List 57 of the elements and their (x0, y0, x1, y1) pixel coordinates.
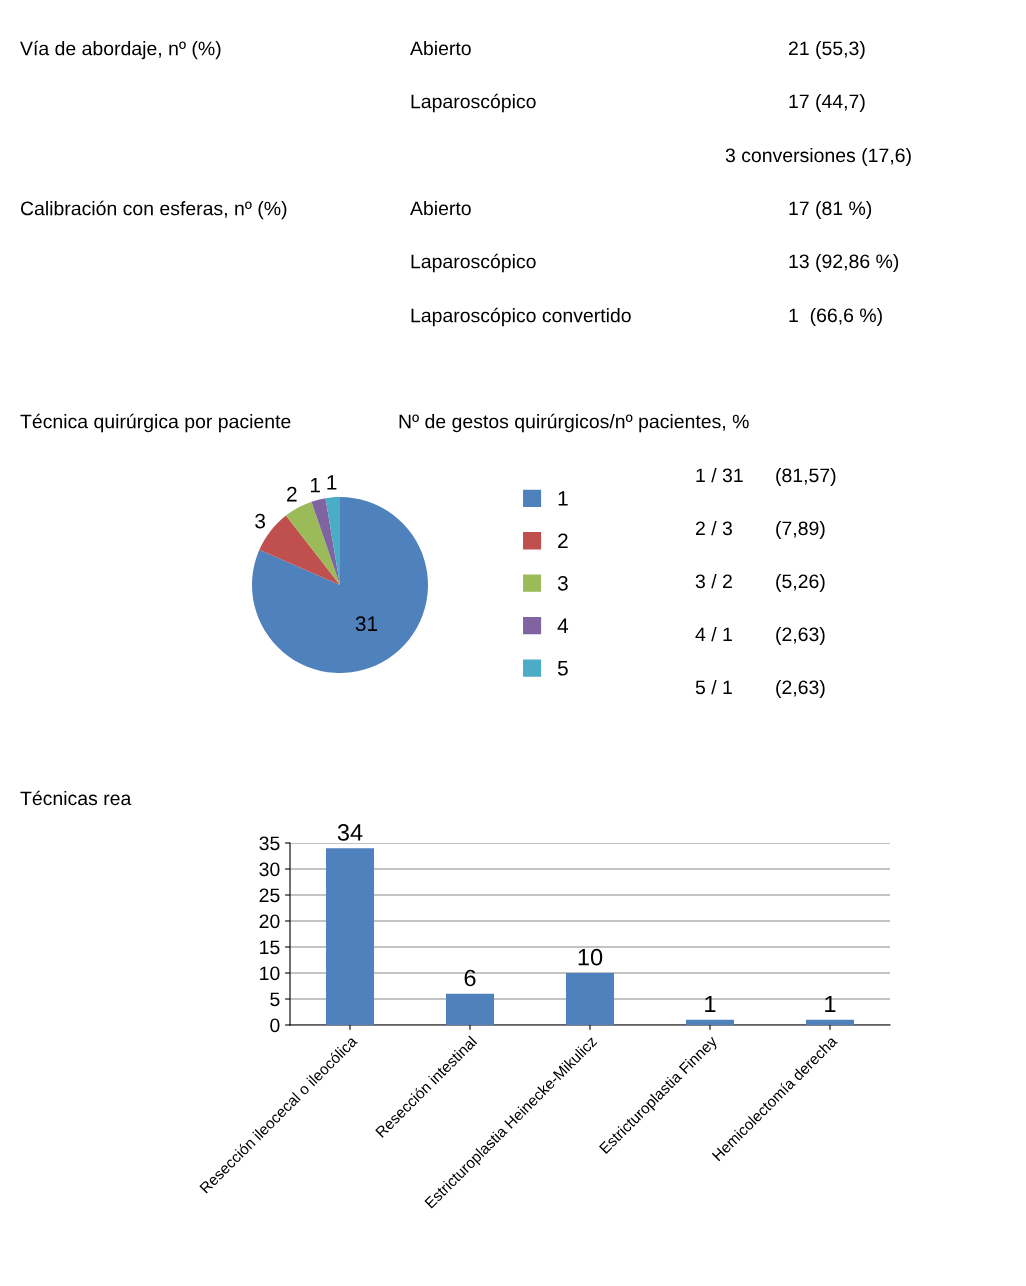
legend-label: 1 (558, 491, 568, 506)
bar (446, 993, 494, 1025)
data-label: 1 (705, 995, 716, 1013)
y-tick-label: 30 (259, 862, 280, 877)
chart-title: Técnica quirúrgica por paciente (20, 413, 291, 433)
text: (2,63) (776, 679, 825, 699)
bar (566, 973, 614, 1025)
data-label: 6 (464, 969, 476, 987)
text: 21 (55,3) (788, 40, 865, 60)
y-tick-label: 25 (259, 888, 280, 903)
text: 3 conversiones (17,6) (725, 147, 911, 167)
text: 2 / 3 (695, 520, 732, 536)
data-label: 3 (255, 513, 266, 529)
pie-slice (325, 497, 340, 585)
text: 1 (66,6 %) (789, 307, 882, 327)
chart-subtitle: Nº de gestos quirúrgicos/nº pacientes, % (399, 413, 749, 433)
text: 17 (81 %) (789, 200, 872, 220)
data-label: 1 (327, 475, 337, 490)
data-label: 10 (578, 948, 603, 966)
text: 3 / 2 (695, 573, 732, 589)
y-tick-label: 15 (260, 940, 280, 955)
text: Abierto (410, 40, 471, 56)
y-tick-label: 5 (270, 992, 280, 1007)
bar (806, 1019, 854, 1025)
text: Laparoscópico (411, 93, 536, 113)
text: 5 / 1 (695, 679, 732, 695)
text: (5,26) (776, 573, 825, 593)
text: Abierto (410, 200, 471, 216)
y-tick-label: 35 (259, 836, 280, 851)
pie-slice (311, 498, 340, 585)
text: 4 / 1 (695, 626, 732, 642)
text: Laparoscópico (411, 253, 536, 273)
bar (686, 1019, 734, 1025)
y-tick-label: 0 (270, 1018, 280, 1033)
legend-label: 3 (557, 575, 568, 591)
text: Laparoscópico convertido (411, 307, 631, 327)
text: 1 / 31 (696, 467, 743, 483)
y-tick-label: 20 (259, 914, 280, 929)
text: Vía de abordaje, nº (%) (20, 40, 221, 60)
pie-slice (285, 501, 340, 585)
text: (81,57) (776, 467, 836, 487)
text: 17 (44,7) (789, 93, 865, 113)
text: Técnicas rea (20, 790, 132, 806)
legend-label: 2 (558, 533, 568, 548)
legend-label: 4 (557, 618, 569, 633)
bar (326, 848, 374, 1025)
data-label: 1 (310, 477, 320, 493)
text: Calibración con esferas, nº (%) (20, 200, 287, 220)
data-label: 34 (337, 824, 363, 841)
data-label: 31 (355, 616, 378, 632)
data-label: 2 (287, 486, 297, 502)
data-label: 1 (825, 995, 836, 1013)
legend-label: 5 (557, 661, 568, 676)
text: (7,89) (776, 520, 825, 540)
text: 13 (92,86 %) (789, 253, 899, 273)
y-tick-label: 10 (260, 966, 280, 981)
text: (2,63) (776, 626, 825, 646)
